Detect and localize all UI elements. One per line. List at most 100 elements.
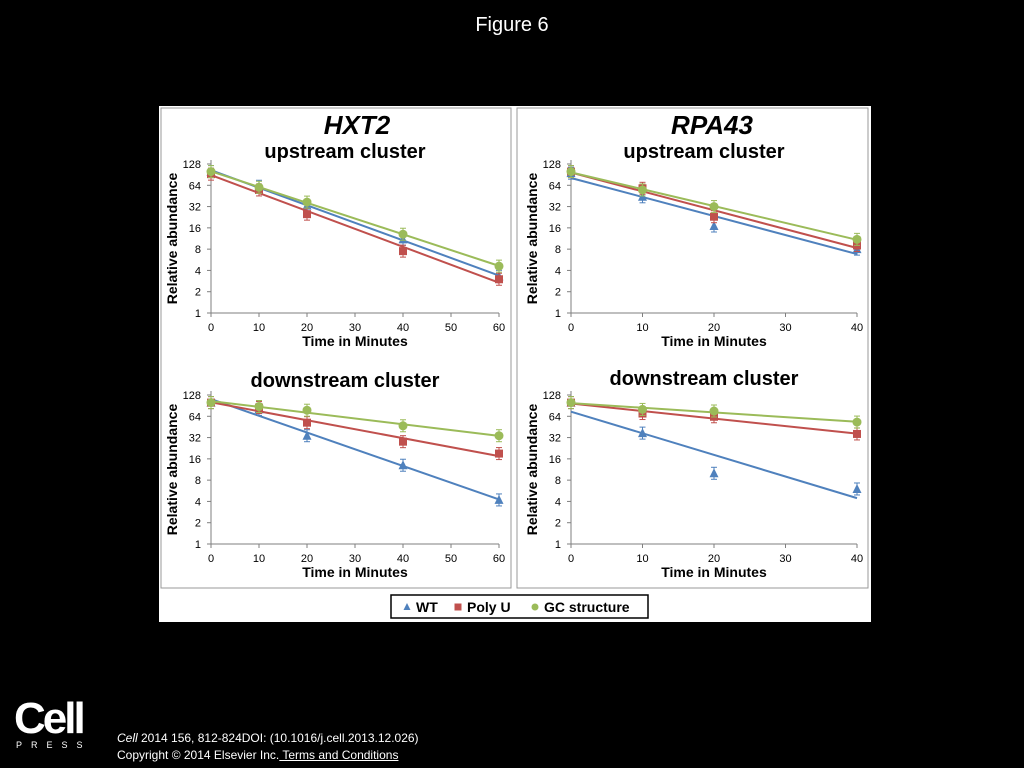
y-tick-label: 32 [549,433,561,445]
right-panel-frame [516,107,869,589]
x-tick-label: 40 [397,553,409,565]
data-point-poly-u [853,429,861,438]
y-axis-label: Relative abundance [524,173,540,305]
x-tick-label: 20 [708,322,720,334]
y-tick-label: 32 [189,433,201,445]
y-axis-label: Relative abundance [524,404,540,536]
y-tick-label: 8 [555,244,561,256]
data-point-wt [494,494,504,504]
gene-title: HXT2 [324,110,391,140]
y-tick-label: 8 [195,244,201,256]
data-point-gc-structure [254,182,264,192]
y-tick-label: 1 [195,308,201,320]
data-point-gc-structure [206,167,216,177]
chart-title: upstream cluster [623,141,784,163]
y-tick-label: 64 [189,180,201,192]
y-tick-label: 4 [555,265,561,277]
x-tick-label: 0 [208,322,214,334]
data-point-wt [852,483,862,493]
data-point-gc-structure [302,405,312,415]
y-tick-label: 16 [549,454,561,466]
left-panel-frame [160,107,512,589]
chart-title: downstream cluster [251,370,440,392]
y-tick-label: 16 [549,223,561,235]
y-tick-label: 32 [189,202,201,214]
y-tick-label: 8 [195,475,201,487]
data-point-gc-structure [398,229,408,239]
figure-panel: HXT2 upstream cluster 1 2 4 8 16 32 64 128 0 10 20 30… [159,106,871,622]
citation: Cell 2014 156, 812-824DOI: (10.1016/j.ce… [117,731,419,745]
y-tick-label: 128 [183,159,201,171]
x-tick-label: 20 [301,553,313,565]
data-point-wt [638,428,647,438]
data-point-poly-u [399,247,407,256]
data-point-gc-structure [709,202,719,212]
data-point-gc-structure [398,421,408,431]
data-point-poly-u [399,437,407,446]
data-point-poly-u [495,449,503,458]
y-axis-label: Relative abundance [164,173,180,305]
data-point-wt [398,460,408,470]
x-tick-label: 40 [851,322,863,334]
copyright: Copyright © 2014 Elsevier Inc. Terms and… [117,748,398,762]
legend: WT Poly U GC structure [390,594,649,619]
legend-marker-poly-u [454,603,462,611]
data-point-gc-structure [206,398,216,408]
data-point-gc-structure [638,404,647,414]
cell-press-logo: Cell PRESS [14,694,86,752]
citation-details: 2014 156, 812-824DOI: (10.1016/j.cell.20… [137,731,419,745]
y-tick-label: 128 [543,159,561,171]
logo-wordmark: Cell [14,694,86,743]
y-tick-label: 4 [195,496,201,508]
y-tick-label: 16 [189,223,201,235]
y-tick-label: 128 [543,390,561,402]
y-tick-label: 16 [189,454,201,466]
y-tick-label: 64 [189,411,201,423]
terms-link[interactable]: Terms and Conditions [279,748,399,762]
slide-title: Figure 6 [475,14,549,36]
chart-4: downstream cluster 1 2 4 8 16 32 64 128 0 10 20 30 40… [524,368,863,580]
y-tick-label: 128 [183,390,201,402]
y-tick-label: 2 [195,287,201,299]
x-tick-label: 0 [568,322,574,334]
y-tick-label: 64 [549,411,561,423]
x-axis-label: Time in Minutes [661,564,767,580]
y-tick-label: 2 [555,518,561,530]
y-tick-label: 2 [555,287,561,299]
x-tick-label: 0 [568,553,574,565]
data-point-wt [709,220,719,230]
y-tick-label: 64 [549,180,561,192]
data-point-wt [709,468,719,478]
data-point-gc-structure [566,167,576,177]
legend-label: GC structure [544,599,630,615]
x-tick-label: 10 [253,322,265,334]
chart-title: upstream cluster [264,141,425,163]
data-point-gc-structure [494,261,504,271]
data-point-gc-structure [494,431,504,441]
x-tick-label: 20 [301,322,313,334]
legend-marker-gc-structure [531,603,539,611]
y-tick-label: 1 [555,308,561,320]
x-tick-label: 0 [208,553,214,565]
x-tick-label: 60 [493,553,505,565]
data-point-gc-structure [302,197,312,207]
citation-journal: Cell [117,731,138,745]
data-point-gc-structure [709,406,719,416]
x-tick-label: 50 [445,322,457,334]
y-tick-label: 1 [555,539,561,551]
legend-box [390,594,649,619]
x-tick-label: 40 [397,322,409,334]
x-tick-label: 30 [779,322,791,334]
trend-line-wt [570,410,858,500]
data-point-poly-u [303,210,311,219]
x-tick-label: 40 [851,553,863,565]
data-point-gc-structure [566,398,576,408]
data-point-poly-u [710,212,718,221]
x-tick-label: 50 [445,553,457,565]
chart-3: downstream cluster 1 2 4 8 16 32 64 128 0 10 20 30 40… [164,370,505,580]
y-tick-label: 8 [555,475,561,487]
gene-title: RPA43 [671,110,753,140]
x-tick-label: 60 [493,322,505,334]
